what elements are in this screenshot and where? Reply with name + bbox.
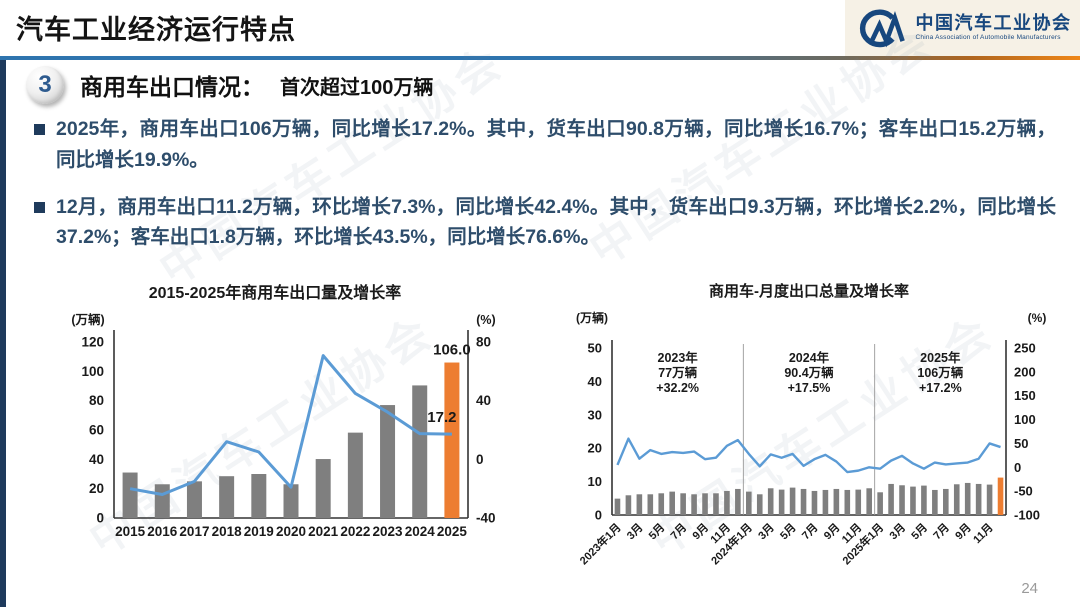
section-header: 3 商用车出口情况： 首次超过100万辆	[26, 66, 433, 104]
bullet-list: 2025年，商用车出口106万辆，同比增长17.2%。其中，货车出口90.8万辆…	[34, 114, 1056, 269]
svg-text:2021: 2021	[308, 524, 339, 539]
svg-text:2018: 2018	[212, 524, 243, 539]
section-heading: 商用车出口情况：	[80, 74, 264, 100]
org-logo: 中国汽车工业协会 China Association of Automobile…	[845, 0, 1080, 56]
svg-text:7月: 7月	[668, 521, 689, 542]
svg-text:20: 20	[89, 481, 104, 496]
svg-text:3月: 3月	[887, 521, 908, 542]
org-name-cn: 中国汽车工业协会	[915, 13, 1072, 34]
chart-annual-export: 2015-2025年商用车出口量及增长率 (万辆) (%) 0 20 40 60 80 100 1…	[71, 283, 496, 539]
svg-text:2019: 2019	[244, 524, 274, 539]
svg-text:2017: 2017	[179, 524, 209, 539]
square-bullet-icon	[34, 124, 45, 135]
svg-text:2023年1月: 2023年1月	[577, 520, 624, 567]
svg-text:50: 50	[588, 341, 602, 356]
svg-text:20: 20	[588, 441, 602, 456]
svg-text:9月: 9月	[690, 521, 711, 542]
svg-text:+17.5%: +17.5%	[788, 381, 831, 395]
svg-text:0: 0	[476, 452, 484, 467]
svg-text:0: 0	[96, 511, 104, 526]
svg-text:80: 80	[476, 335, 491, 350]
org-name-en: China Association of Automobile Manufact…	[915, 34, 1061, 42]
svg-text:2024: 2024	[405, 524, 436, 539]
svg-text:2022: 2022	[340, 524, 370, 539]
svg-text:2015: 2015	[115, 524, 146, 539]
svg-text:9月: 9月	[821, 521, 842, 542]
svg-text:11月: 11月	[971, 521, 996, 546]
svg-text:(%): (%)	[476, 313, 495, 327]
svg-text:2024年: 2024年	[789, 350, 830, 365]
svg-text:30: 30	[588, 407, 602, 422]
svg-text:2023年: 2023年	[658, 350, 699, 365]
square-bullet-icon	[34, 201, 45, 213]
svg-text:40: 40	[89, 452, 104, 467]
svg-text:10: 10	[588, 474, 602, 489]
cam-logo-icon	[859, 9, 905, 48]
svg-text:5月: 5月	[646, 521, 667, 542]
section-number-badge: 3	[26, 66, 64, 104]
svg-text:(%): (%)	[1028, 311, 1047, 325]
svg-text:2025: 2025	[437, 524, 468, 539]
svg-text:5月: 5月	[777, 521, 798, 542]
svg-text:2025年: 2025年	[920, 350, 961, 365]
svg-text:2023: 2023	[373, 524, 404, 539]
svg-text:106.0: 106.0	[433, 342, 471, 359]
svg-text:3月: 3月	[624, 521, 645, 542]
page-title: 汽车工业经济运行特点	[16, 15, 296, 45]
svg-text:3月: 3月	[756, 521, 777, 542]
svg-text:(万辆): (万辆)	[576, 310, 608, 325]
svg-text:200: 200	[1014, 364, 1036, 379]
svg-text:60: 60	[89, 423, 104, 438]
svg-text:7月: 7月	[931, 521, 952, 542]
chart-monthly-export: 商用车-月度出口总量及增长率 (万辆) (%) 0 10 20 30 40 50 -100 -50 0…	[576, 282, 1047, 567]
svg-text:17.2: 17.2	[427, 409, 456, 426]
section-subheading: 首次超过100万辆	[280, 76, 434, 99]
svg-text:+17.2%: +17.2%	[919, 381, 962, 395]
svg-text:120: 120	[81, 335, 104, 350]
svg-text:90.4万辆: 90.4万辆	[784, 365, 834, 380]
page-number: 24	[1021, 580, 1038, 597]
svg-text:7月: 7月	[799, 521, 820, 542]
svg-text:150: 150	[1014, 388, 1036, 403]
section-number: 3	[38, 71, 52, 98]
svg-text:40: 40	[588, 374, 602, 389]
svg-text:250: 250	[1014, 341, 1036, 356]
svg-text:商用车-月度出口总量及增长率: 商用车-月度出口总量及增长率	[709, 282, 909, 300]
left-accent-bar	[0, 60, 6, 607]
svg-text:2016: 2016	[147, 524, 178, 539]
svg-text:+32.2%: +32.2%	[656, 381, 699, 395]
svg-text:2015-2025年商用车出口量及增长率: 2015-2025年商用车出口量及增长率	[149, 283, 402, 302]
bullet-item: 12月，商用车出口11.2万辆，环比增长7.3%，同比增长42.4%。其中，货车…	[34, 192, 1056, 254]
svg-text:0: 0	[1014, 460, 1021, 475]
svg-text:77万辆: 77万辆	[658, 365, 697, 380]
svg-text:50: 50	[1014, 436, 1028, 451]
svg-text:100: 100	[81, 364, 104, 379]
svg-text:(万辆): (万辆)	[71, 312, 104, 327]
bullet-item: 2025年，商用车出口106万辆，同比增长17.2%。其中，货车出口90.8万辆…	[34, 114, 1056, 176]
svg-text:5月: 5月	[909, 521, 930, 542]
bullet-text-december: 12月，商用车出口11.2万辆，环比增长7.3%，同比增长42.4%。其中，货车…	[56, 195, 1056, 249]
svg-text:0: 0	[595, 508, 602, 523]
svg-text:2020: 2020	[276, 524, 306, 539]
svg-text:-40: -40	[476, 511, 496, 526]
svg-text:100: 100	[1014, 412, 1036, 427]
header-divider	[0, 56, 1080, 60]
svg-text:80: 80	[89, 393, 104, 408]
bullet-text-annual: 2025年，商用车出口106万辆，同比增长17.2%。其中，货车出口90.8万辆…	[56, 118, 1056, 171]
svg-text:106万辆: 106万辆	[917, 365, 963, 380]
svg-text:-100: -100	[1014, 508, 1040, 523]
svg-text:40: 40	[476, 393, 491, 408]
svg-text:-50: -50	[1014, 484, 1033, 499]
svg-text:9月: 9月	[953, 521, 974, 542]
